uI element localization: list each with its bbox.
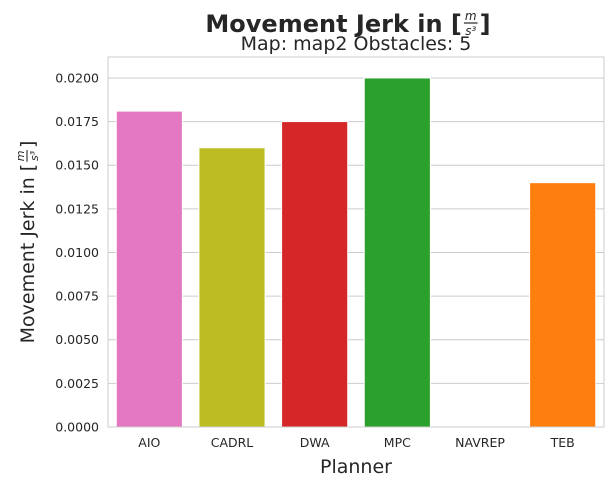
x-tick-label: CADRL bbox=[211, 435, 254, 450]
bar-teb bbox=[529, 182, 597, 428]
chart-title: Movement Jerk in [ m s³ ] bbox=[205, 9, 490, 38]
y-tick-label: 0.0025 bbox=[55, 376, 99, 391]
x-tick-label: AIO bbox=[138, 435, 160, 450]
y-tick-label: 0.0200 bbox=[55, 70, 99, 85]
x-tick-label: TEB bbox=[550, 435, 575, 450]
plot-frame bbox=[107, 56, 605, 428]
x-axis-label: Planner bbox=[320, 456, 392, 478]
y-axis-label-text: Movement Jerk in [ bbox=[17, 164, 39, 344]
y-tick-labels: 0.0000 0.0025 0.0050 0.0075 0.0100 0.0125 0.01… bbox=[55, 70, 99, 434]
chart-title-unit-denominator: s³ bbox=[465, 24, 476, 38]
chart-subtitle: Map: map2 Obstacles: 5 bbox=[241, 33, 472, 55]
chart-title-unit-numerator: m bbox=[465, 9, 477, 23]
chart-title-text: Movement Jerk in [ bbox=[205, 10, 462, 38]
y-axis-label-close-bracket: ] bbox=[17, 141, 39, 148]
y-tick-label: 0.0050 bbox=[55, 332, 99, 347]
y-tick-label: 0.0125 bbox=[55, 201, 99, 216]
x-tick-label: DWA bbox=[300, 435, 330, 450]
y-axis-label-unit-numerator: m bbox=[14, 151, 27, 162]
y-tick-label: 0.0000 bbox=[55, 420, 99, 435]
chart-title-close-bracket: ] bbox=[480, 10, 491, 38]
bar-mpc bbox=[363, 77, 431, 428]
y-tick-label: 0.0175 bbox=[55, 114, 99, 129]
bar-cadrl bbox=[198, 147, 266, 428]
x-tick-label: NAVREP bbox=[455, 435, 505, 450]
bar-dwa bbox=[281, 121, 349, 428]
y-tick-label: 0.0100 bbox=[55, 245, 99, 260]
y-axis-label: Movement Jerk in [ m s³ ] bbox=[14, 141, 41, 344]
y-tick-label: 0.0075 bbox=[55, 289, 99, 304]
y-axis-label-unit-denominator: s³ bbox=[28, 150, 41, 161]
x-tick-label: MPC bbox=[384, 435, 411, 450]
bars bbox=[115, 77, 597, 428]
x-tick-labels: AIO CADRL DWA MPC NAVREP TEB bbox=[138, 435, 574, 450]
bar-aio bbox=[115, 110, 183, 428]
y-tick-label: 0.0150 bbox=[55, 158, 99, 173]
